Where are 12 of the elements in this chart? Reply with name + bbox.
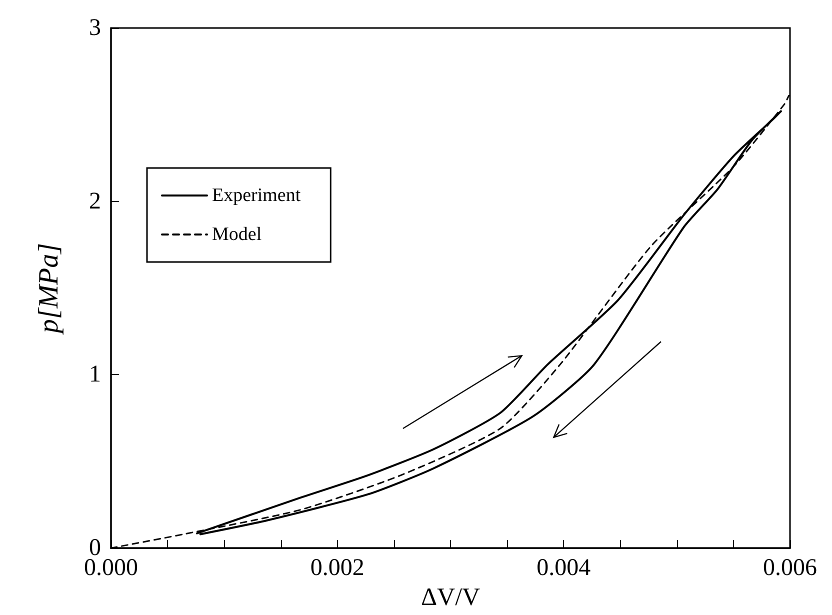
legend-label: Model (212, 224, 262, 245)
y-tick-label: 3 (89, 15, 101, 41)
y-tick-label: 2 (89, 188, 101, 214)
y-axis-title: p[MPa] (34, 242, 64, 336)
line-series (196, 110, 782, 536)
x-tick-label: 0.000 (84, 555, 138, 582)
y-tick-label: 1 (89, 362, 101, 388)
x-tick-label: 0.002 (310, 555, 364, 582)
x-tick-label: 0.004 (536, 555, 591, 582)
legend-label: Experiment (212, 185, 302, 206)
x-axis-title: ΔV/V (420, 584, 480, 611)
x-tick-label: 0.006 (763, 555, 817, 582)
